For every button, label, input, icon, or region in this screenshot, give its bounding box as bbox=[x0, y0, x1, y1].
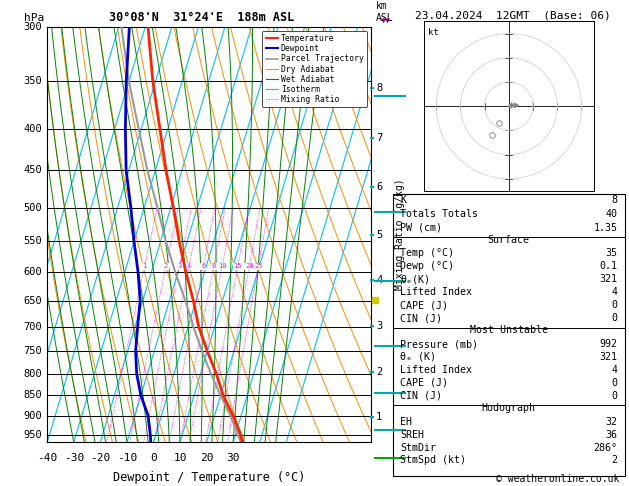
Text: SREH: SREH bbox=[400, 430, 424, 439]
Text: 20: 20 bbox=[200, 452, 213, 463]
Text: 550: 550 bbox=[23, 236, 42, 246]
Text: 4: 4 bbox=[611, 288, 618, 297]
Text: CAPE (J): CAPE (J) bbox=[400, 300, 448, 311]
Text: 1.35: 1.35 bbox=[594, 223, 618, 233]
Text: Lifted Index: Lifted Index bbox=[400, 365, 472, 375]
Text: 8: 8 bbox=[212, 263, 216, 269]
Text: PW (cm): PW (cm) bbox=[400, 223, 442, 233]
Text: 4: 4 bbox=[187, 263, 191, 269]
Text: 850: 850 bbox=[23, 390, 42, 400]
Text: 30°08'N  31°24'E  188m ASL: 30°08'N 31°24'E 188m ASL bbox=[109, 11, 294, 24]
Text: 10: 10 bbox=[218, 263, 226, 269]
Text: 300: 300 bbox=[23, 22, 42, 32]
Text: -40: -40 bbox=[37, 452, 57, 463]
Text: 7: 7 bbox=[376, 133, 382, 143]
Text: 600: 600 bbox=[23, 267, 42, 277]
Text: km
ASL: km ASL bbox=[376, 1, 394, 22]
Text: 350: 350 bbox=[23, 76, 42, 87]
Text: 950: 950 bbox=[23, 430, 42, 440]
Text: Most Unstable: Most Unstable bbox=[470, 325, 548, 335]
Text: 6: 6 bbox=[376, 182, 382, 192]
Text: 0: 0 bbox=[611, 313, 618, 324]
Text: 4: 4 bbox=[611, 365, 618, 375]
Text: 321: 321 bbox=[599, 352, 618, 362]
Text: Pressure (mb): Pressure (mb) bbox=[400, 339, 478, 349]
Text: 0: 0 bbox=[611, 391, 618, 401]
Bar bbox=[393, 194, 625, 476]
Text: © weatheronline.co.uk: © weatheronline.co.uk bbox=[496, 473, 620, 484]
Text: CIN (J): CIN (J) bbox=[400, 391, 442, 401]
Text: Totals Totals: Totals Totals bbox=[400, 209, 478, 219]
Text: 750: 750 bbox=[23, 346, 42, 356]
Text: 650: 650 bbox=[23, 295, 42, 306]
Text: StmDir: StmDir bbox=[400, 443, 436, 452]
Text: 2: 2 bbox=[611, 455, 618, 466]
Text: -30: -30 bbox=[64, 452, 84, 463]
Text: 23.04.2024  12GMT  (Base: 06): 23.04.2024 12GMT (Base: 06) bbox=[415, 11, 611, 21]
Text: 2: 2 bbox=[376, 367, 382, 377]
Text: CAPE (J): CAPE (J) bbox=[400, 378, 448, 388]
Text: 4: 4 bbox=[376, 275, 382, 285]
Text: 25: 25 bbox=[254, 263, 262, 269]
Text: 8: 8 bbox=[611, 195, 618, 205]
Text: 286°: 286° bbox=[594, 443, 618, 452]
Text: 6: 6 bbox=[201, 263, 206, 269]
Legend: Temperature, Dewpoint, Parcel Trajectory, Dry Adiabat, Wet Adiabat, Isotherm, Mi: Temperature, Dewpoint, Parcel Trajectory… bbox=[262, 31, 367, 107]
Text: hPa: hPa bbox=[25, 13, 45, 22]
Text: Mixing Ratio (g/kg): Mixing Ratio (g/kg) bbox=[395, 179, 405, 290]
Text: StmSpd (kt): StmSpd (kt) bbox=[400, 455, 466, 466]
Text: Dewpoint / Temperature (°C): Dewpoint / Temperature (°C) bbox=[113, 471, 305, 485]
Text: 1: 1 bbox=[142, 263, 147, 269]
Text: CIN (J): CIN (J) bbox=[400, 313, 442, 324]
Text: 10: 10 bbox=[173, 452, 187, 463]
Text: 0: 0 bbox=[611, 378, 618, 388]
Text: 40: 40 bbox=[606, 209, 618, 219]
Text: ▼▼: ▼▼ bbox=[381, 16, 391, 25]
Text: -10: -10 bbox=[117, 452, 137, 463]
Text: 992: 992 bbox=[599, 339, 618, 349]
Text: 20: 20 bbox=[245, 263, 253, 269]
Text: -20: -20 bbox=[90, 452, 111, 463]
Text: Surface: Surface bbox=[488, 235, 530, 244]
Text: 0: 0 bbox=[611, 300, 618, 311]
Text: 15: 15 bbox=[233, 263, 242, 269]
Text: 2: 2 bbox=[164, 263, 168, 269]
Text: 450: 450 bbox=[23, 165, 42, 175]
Text: 321: 321 bbox=[599, 275, 618, 284]
Text: 36: 36 bbox=[606, 430, 618, 439]
Text: θₑ(K): θₑ(K) bbox=[400, 275, 430, 284]
Text: 700: 700 bbox=[23, 322, 42, 332]
Text: θₑ (K): θₑ (K) bbox=[400, 352, 436, 362]
Text: 800: 800 bbox=[23, 369, 42, 379]
Text: 0: 0 bbox=[150, 452, 157, 463]
Text: 400: 400 bbox=[23, 123, 42, 134]
Text: K: K bbox=[400, 195, 406, 205]
Text: 1: 1 bbox=[376, 412, 382, 422]
Text: Dewp (°C): Dewp (°C) bbox=[400, 261, 454, 272]
Text: EH: EH bbox=[400, 417, 412, 427]
Text: Hodograph: Hodograph bbox=[482, 402, 536, 413]
Text: Temp (°C): Temp (°C) bbox=[400, 248, 454, 259]
Text: 0.1: 0.1 bbox=[599, 261, 618, 272]
Text: 3: 3 bbox=[177, 263, 181, 269]
Text: 8: 8 bbox=[376, 83, 382, 93]
Text: 3: 3 bbox=[376, 321, 382, 331]
Text: 35: 35 bbox=[606, 248, 618, 259]
Text: 900: 900 bbox=[23, 411, 42, 421]
Text: 30: 30 bbox=[226, 452, 240, 463]
Text: Lifted Index: Lifted Index bbox=[400, 288, 472, 297]
Text: 32: 32 bbox=[606, 417, 618, 427]
Text: 500: 500 bbox=[23, 203, 42, 212]
Text: 5: 5 bbox=[376, 230, 382, 240]
